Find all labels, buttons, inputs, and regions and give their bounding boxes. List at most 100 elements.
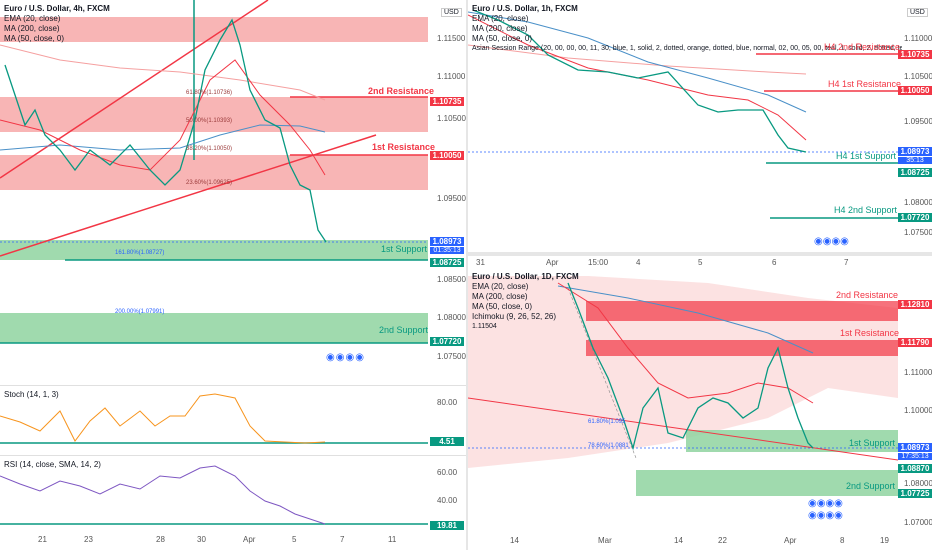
h4-indicator-ma50[interactable]: MA (50, close, 0) [4, 34, 65, 43]
h4-price-line [4, 18, 327, 243]
h4-fib-label: 61.80%(1.10736) [186, 90, 233, 96]
stoch-pane[interactable]: Stoch (14, 1, 3) 80.00 4.51 [0, 385, 466, 454]
h1-date-tick: 15:00 [588, 258, 609, 267]
d1-indicator-ichimoku[interactable]: Ichimoku (9, 26, 52, 26) [472, 312, 557, 321]
us-flag-icon[interactable]: ◉ [335, 352, 346, 363]
h4-price-label-current: 1.08973 [430, 237, 464, 246]
h1-event-icons[interactable]: ◉◉◉◉ [814, 236, 849, 247]
panel-divider-horizontal[interactable] [468, 252, 932, 256]
stoch-line [0, 393, 326, 444]
h4-price-label-r1: 1.10050 [430, 151, 464, 160]
rsi-pane[interactable]: RSI (14, close, SMA, 14, 2) 60.00 40.00 … [0, 455, 466, 534]
h4-zone-label-s1: 1st Support [381, 244, 428, 254]
h1-price-tick: 1.09500 [904, 117, 932, 126]
h1-indicator-asian-range[interactable]: Asian Session Range (20, 00, 00, 00, 11,… [472, 45, 902, 52]
h4-event-icons[interactable]: ◉◉◉◉ [326, 352, 365, 363]
us-flag-icon[interactable]: ◉ [355, 352, 365, 363]
d1-zone-label-r2: 2nd Resistance [836, 290, 899, 300]
rsi-label: RSI (14, close, SMA, 14, 2) [4, 460, 101, 469]
d1-zone-resistance-1 [586, 340, 898, 356]
h1-indicator-ma200[interactable]: MA (200, close) [472, 24, 528, 33]
h4-chart-panel[interactable]: Euro / U.S. Dollar, 4h, FXCM EMA (20, cl… [0, 0, 466, 550]
h1-price-label-r2: 1.10735 [898, 50, 932, 59]
h4-price-tick: 1.08500 [437, 275, 466, 284]
h4-indicator-ma200[interactable]: MA (200, close) [4, 24, 60, 33]
h4-date-tick: 30 [197, 535, 206, 544]
h1-price-label-s2: 1.07720 [898, 213, 932, 222]
us-flag-icon[interactable]: ◉◉◉◉ [814, 236, 849, 247]
h4-price-tick: 1.08000 [437, 313, 466, 322]
us-flag-icon[interactable]: ◉ [345, 352, 356, 363]
rsi-value-label: 19.81 [430, 521, 464, 530]
h1-price-tick: 1.10500 [904, 72, 932, 81]
d1-fib-label: 61.80%(1.095 [588, 419, 626, 425]
d1-indicator-ma50[interactable]: MA (50, close, 0) [472, 302, 533, 311]
h1-level-label-r1: H4 1st Resistance [828, 79, 902, 89]
us-flag-icon[interactable]: ◉◉◉◉ [808, 510, 843, 521]
d1-chart-panel[interactable]: Euro / U.S. Dollar, 1D, FXCM EMA (20, cl… [468, 268, 932, 550]
h4-indicator-ema[interactable]: EMA (20, close) [4, 14, 61, 23]
h1-chart-title: Euro / U.S. Dollar, 1h, FXCM [472, 4, 578, 13]
h1-price-label-current: 1.08973 [898, 147, 932, 156]
h1-currency-label: USD [907, 8, 928, 17]
h1-level-label-s1: H4 1st Support [836, 151, 897, 161]
us-flag-icon[interactable]: ◉◉◉◉ [808, 498, 843, 509]
h4-zone-resistance-2 [0, 97, 428, 132]
h4-date-tick: 5 [292, 535, 297, 544]
h4-fib-label: 23.60%(1.09625) [186, 180, 233, 186]
h4-date-tick: 7 [340, 535, 345, 544]
h4-price-tick: 1.11000 [437, 72, 466, 81]
h1-indicator-ma50[interactable]: MA (50, close, 0) [472, 34, 533, 43]
h4-date-tick: Apr [243, 535, 256, 544]
d1-chart-title: Euro / U.S. Dollar, 1D, FXCM [472, 272, 579, 281]
h4-price-label-s1: 1.08725 [430, 258, 464, 267]
h1-date-tick: 6 [772, 258, 777, 267]
d1-zone-label-s2: 2nd Support [846, 481, 896, 491]
h1-price-tick: 1.07500 [904, 228, 932, 237]
h1-price-label-s1: 1.08725 [898, 168, 932, 177]
rsi-svg [0, 465, 428, 525]
stoch-tick: 80.00 [437, 398, 458, 407]
rsi-tick: 40.00 [437, 496, 458, 505]
h1-chart-svg [468, 9, 898, 219]
h4-price-tick: 1.07500 [437, 352, 466, 361]
h1-date-tick: 4 [636, 258, 641, 267]
h1-chart-panel[interactable]: Euro / U.S. Dollar, 1h, FXCM EMA (20, cl… [468, 0, 932, 252]
d1-price-tick: 1.11000 [904, 368, 932, 377]
d1-price-label-r2: 1.12810 [898, 300, 932, 309]
h1-date-axis: 31 Apr 15:00 4 5 6 7 [468, 254, 932, 267]
rsi-tick: 60.00 [437, 468, 458, 477]
rsi-line [0, 465, 326, 525]
h4-fib-label: 161.80%(1.08727) [115, 250, 165, 256]
h4-trendline-lower [0, 134, 377, 257]
h4-price-label-r2: 1.10735 [430, 97, 464, 106]
h1-date-tick: 5 [698, 258, 703, 267]
panel-divider-vertical[interactable] [466, 0, 468, 550]
d1-indicator-ema[interactable]: EMA (20, close) [472, 282, 529, 291]
h4-ma50-line [0, 124, 326, 151]
d1-date-tick: 19 [880, 536, 889, 545]
stoch-label: Stoch (14, 1, 3) [4, 390, 59, 399]
d1-indicator-ma200[interactable]: MA (200, close) [472, 292, 528, 301]
d1-price-label-r1: 1.11790 [898, 338, 932, 347]
d1-zone-label-s1: 1st Support [849, 438, 896, 448]
d1-event-icons[interactable]: ◉◉◉◉ ◉◉◉◉ [808, 498, 843, 522]
h4-chart-svg [0, 0, 428, 344]
h1-indicator-ema[interactable]: EMA (20, close) [472, 14, 529, 23]
stoch-svg [0, 393, 428, 444]
d1-legend: Euro / U.S. Dollar, 1D, FXCM EMA (20, cl… [472, 272, 579, 332]
d1-countdown-label: 17:35:13 [898, 453, 932, 460]
h4-zone-label-r2: 2nd Resistance [368, 86, 435, 96]
h1-level-label-r2: H4 2nd Resistance [824, 42, 901, 52]
d1-price-label-s1: 1.08870 [898, 464, 932, 473]
us-flag-icon[interactable]: ◉ [326, 352, 336, 363]
d1-price-label-current: 1.08973 [898, 443, 932, 452]
h1-countdown-label: 35:13 [898, 157, 932, 164]
d1-ichimoku-cloud [468, 276, 898, 468]
d1-price-tick: 1.08000 [904, 479, 932, 488]
h4-date-tick: 21 [38, 535, 47, 544]
h4-date-tick: 11 [388, 535, 397, 544]
h4-ema20-line [0, 59, 326, 176]
d1-date-tick: 22 [718, 536, 727, 545]
h4-chart-title: Euro / U.S. Dollar, 4h, FXCM [4, 4, 110, 13]
